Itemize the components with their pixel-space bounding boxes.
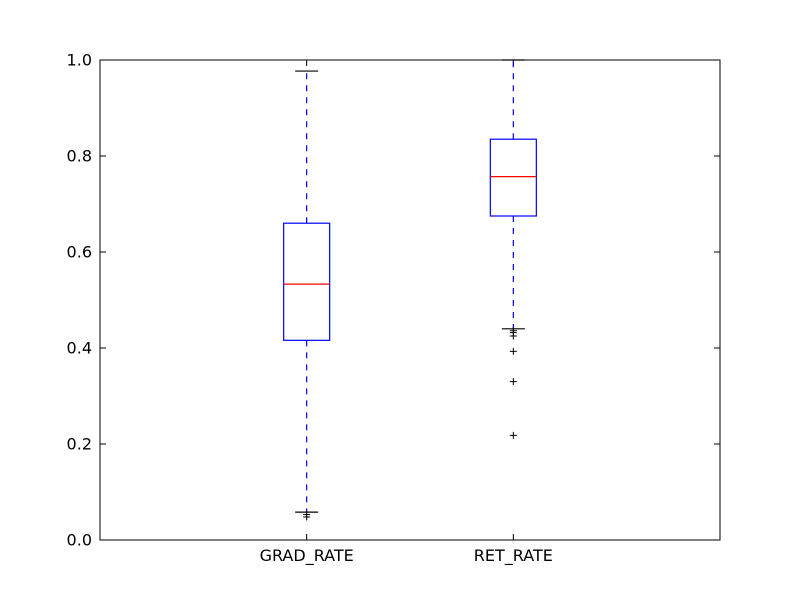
outlier-marker [303,513,311,521]
plot-frame [99,59,721,541]
y-tick-label: 0.6 [67,243,92,262]
outlier-marker [509,347,517,355]
box-group-grad-rate [283,70,331,521]
iqr-box [489,138,537,217]
y-tick-label: 0.2 [67,435,92,454]
outlier-marker [509,431,517,439]
outlier-marker [509,378,517,386]
iqr-box [283,222,331,341]
box-groups [283,59,537,521]
y-tick-label: 0.4 [67,339,92,358]
x-tick-label: RET_RATE [474,546,553,566]
outlier-marker [509,332,517,340]
x-tick-label: GRAD_RATE [260,546,354,566]
plot-area [100,60,720,540]
y-tick-label: 0.0 [67,531,92,550]
box-group-ret-rate [489,59,537,439]
y-tick-label: 1.0 [67,51,92,70]
axis-labels: 0.0 0.2 0.4 0.6 0.8 1.0 GRAD_RATE RET_RATE [67,51,553,567]
y-tick-label: 0.8 [67,147,92,166]
